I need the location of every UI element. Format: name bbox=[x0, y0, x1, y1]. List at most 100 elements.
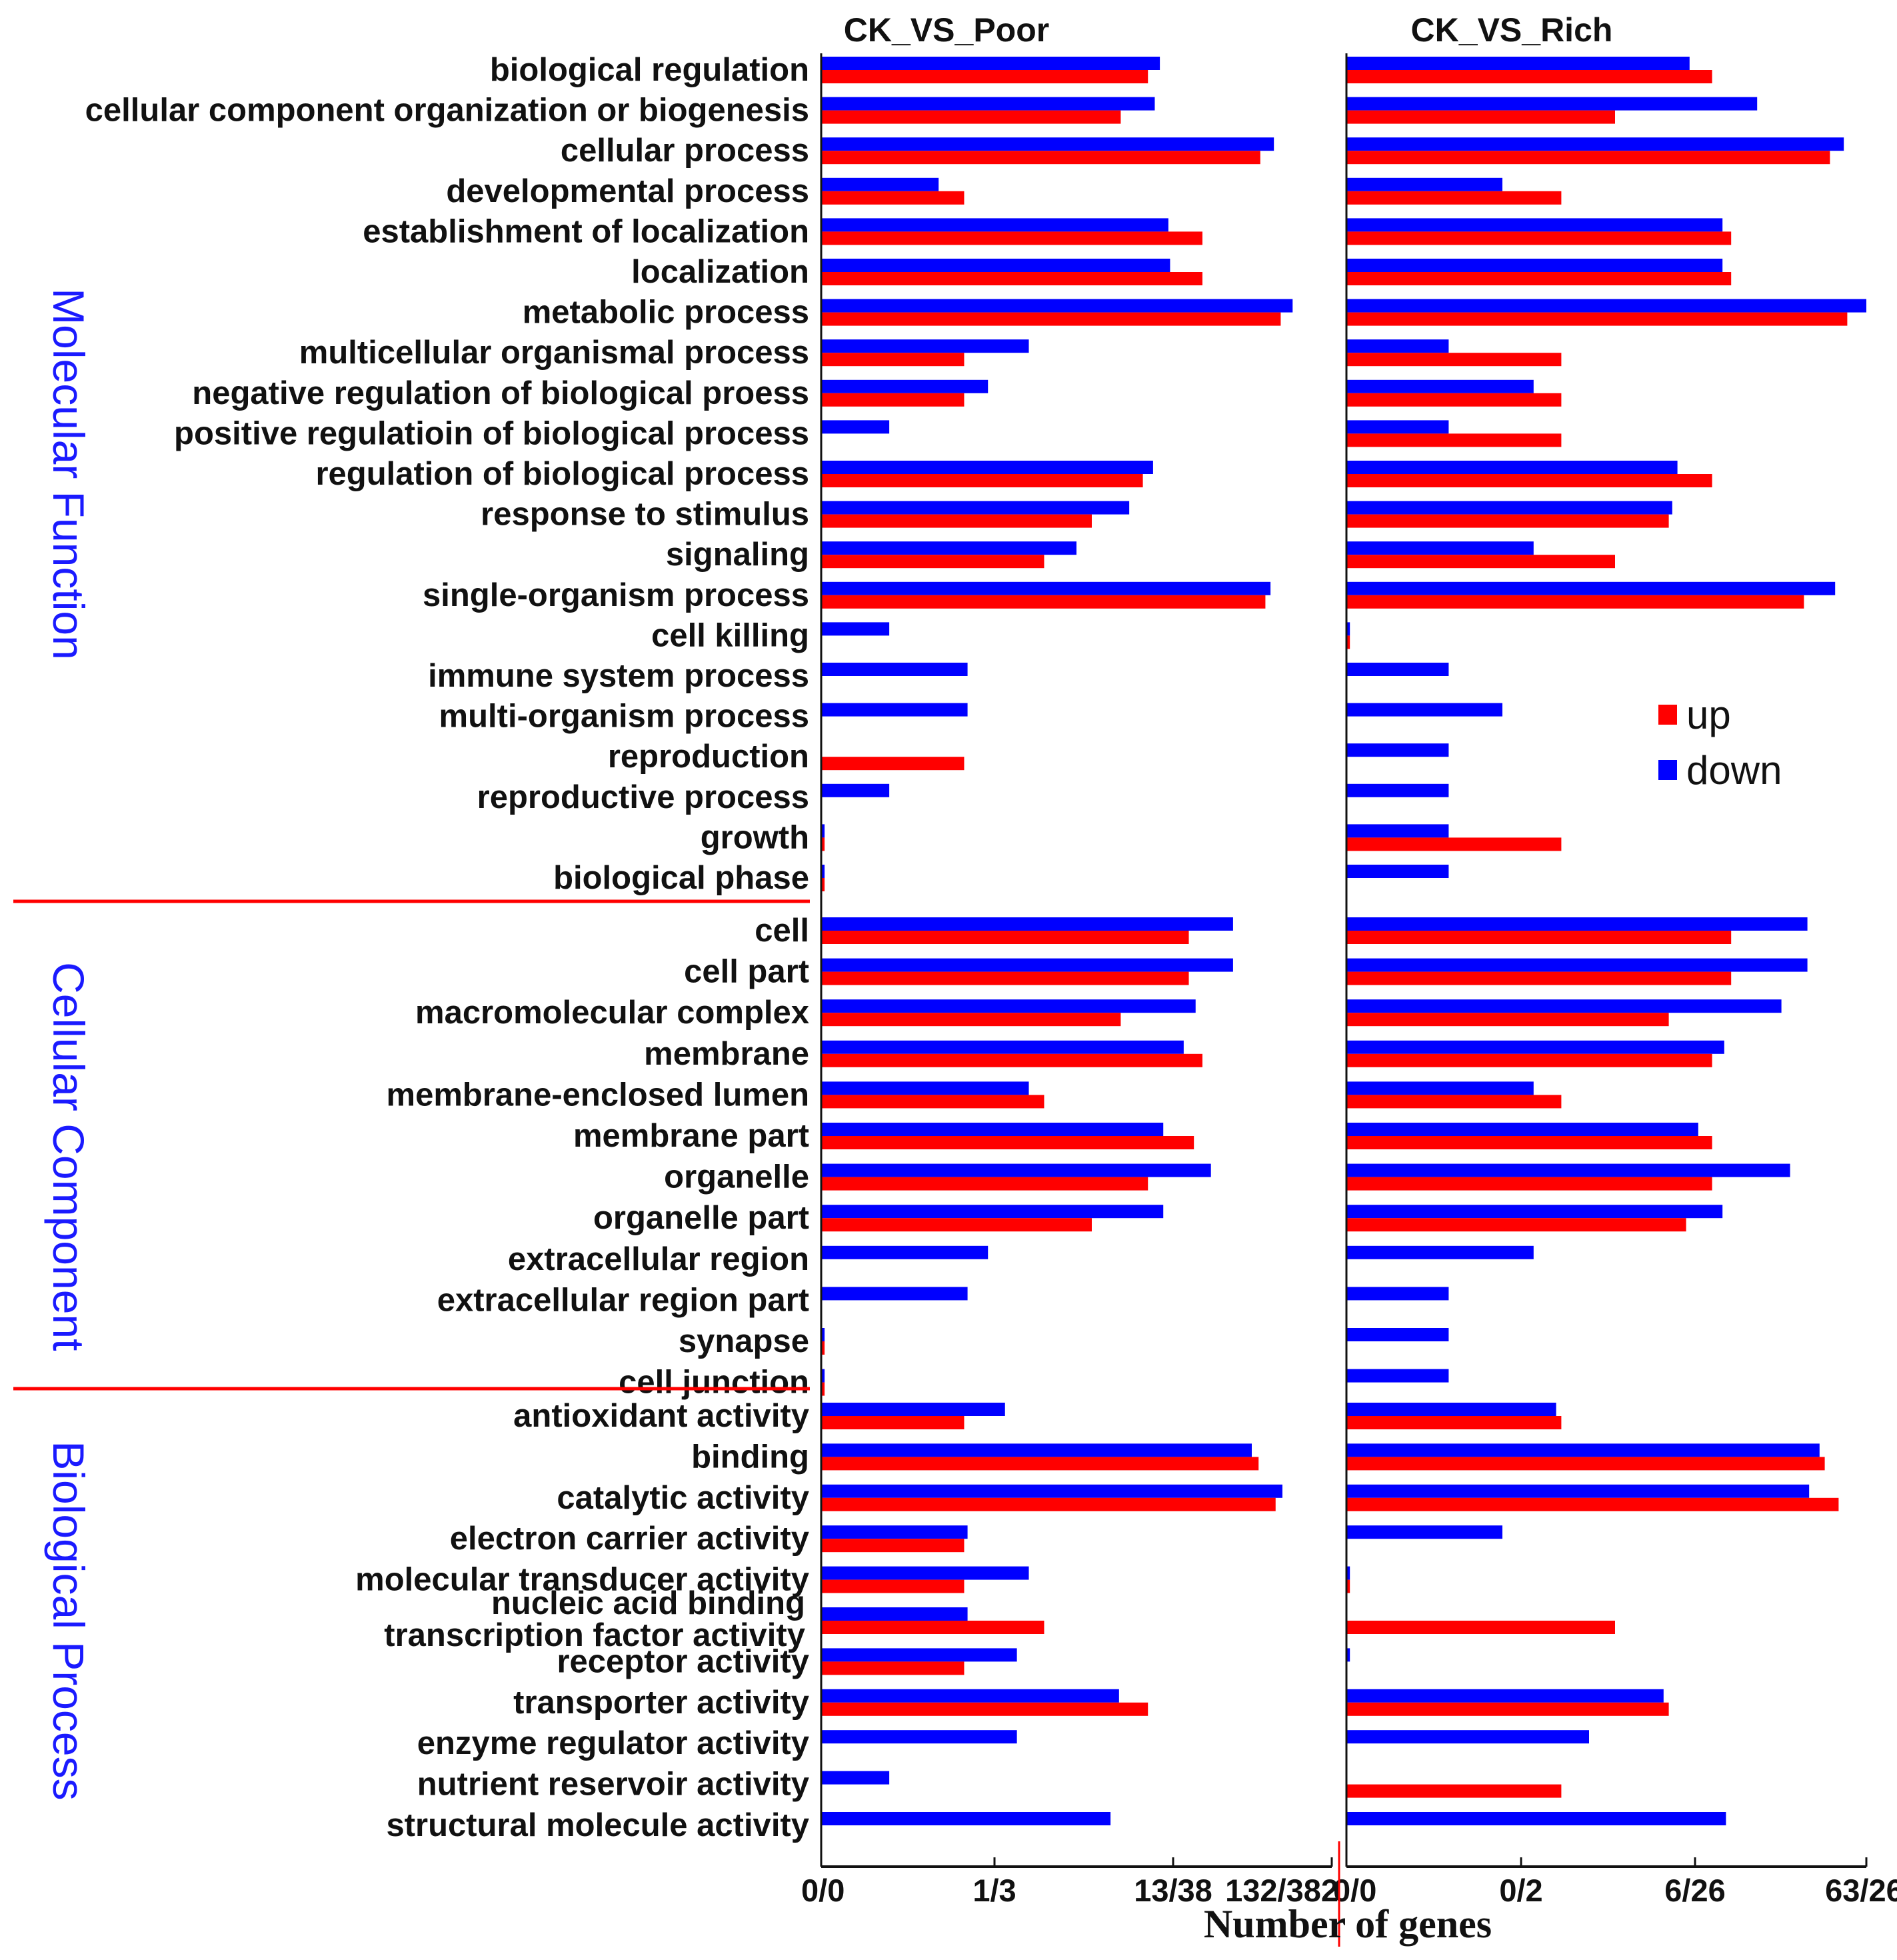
category-label: single-organism process bbox=[423, 577, 809, 613]
bar-up bbox=[1346, 555, 1615, 569]
x-tick-label: 6/26 bbox=[1664, 1873, 1725, 1908]
category-label: transporter activity bbox=[513, 1685, 809, 1721]
bar-up bbox=[1346, 353, 1562, 367]
category-label: membrane part bbox=[573, 1118, 809, 1154]
category-label: establishment of localization bbox=[363, 213, 809, 249]
category-label: nucleic acid binding bbox=[491, 1585, 805, 1621]
panel-title: CK_VS_Rich bbox=[1411, 11, 1613, 49]
bar-down bbox=[821, 1689, 1119, 1703]
group-label: Cellular Component bbox=[44, 962, 93, 1351]
bar-up bbox=[821, 1177, 1148, 1191]
bar-down bbox=[821, 137, 1274, 151]
category-label: cell part bbox=[684, 954, 809, 990]
bar-down bbox=[821, 917, 1233, 931]
bar-down bbox=[1346, 501, 1672, 515]
bar-up bbox=[1346, 1095, 1562, 1109]
bar-down bbox=[821, 1287, 968, 1301]
bar-down bbox=[821, 1812, 1111, 1825]
bar-up bbox=[1346, 1702, 1669, 1716]
category-label: transcription factor activity bbox=[384, 1617, 805, 1653]
category-label: synapse bbox=[679, 1323, 809, 1359]
x-tick-label: 1/3 bbox=[972, 1873, 1016, 1908]
bar-up bbox=[1346, 1013, 1669, 1027]
bar-up bbox=[1346, 1497, 1839, 1511]
group-label: Molecular Function bbox=[44, 288, 93, 660]
bar-up bbox=[821, 931, 1189, 944]
panel-ck-vs-poor: CK_VS_Poor 0/0 1/3 13/38 132/382 bbox=[801, 11, 1338, 1908]
bar-down bbox=[1346, 420, 1449, 434]
bar-up bbox=[821, 1136, 1194, 1149]
bar-up bbox=[821, 353, 964, 367]
bar-up bbox=[821, 231, 1202, 245]
bar-down bbox=[821, 999, 1196, 1013]
bar-up bbox=[821, 191, 964, 205]
bar-up bbox=[821, 312, 1281, 326]
category-label: receptor activity bbox=[557, 1643, 809, 1679]
bar-down bbox=[1346, 379, 1534, 393]
category-label: enzyme regulator activity bbox=[417, 1725, 809, 1761]
bar-down bbox=[1346, 865, 1449, 878]
bar-up bbox=[1346, 474, 1712, 487]
bar-down bbox=[821, 1205, 1164, 1219]
bar-up bbox=[1346, 514, 1669, 528]
bar-up bbox=[821, 1539, 964, 1553]
bar-down bbox=[821, 622, 890, 636]
bar-down bbox=[1346, 783, 1449, 797]
group-label: Biological Process bbox=[44, 1441, 93, 1800]
category-labels: biological regulation cellular component … bbox=[85, 52, 809, 1843]
bar-up bbox=[821, 1497, 1276, 1511]
bar-up bbox=[1346, 1579, 1350, 1593]
x-tick-label: 0/0 bbox=[1333, 1873, 1376, 1908]
bar-up bbox=[1346, 312, 1848, 326]
bar-down bbox=[821, 501, 1130, 515]
category-label: localization bbox=[631, 254, 809, 290]
category-label: structural molecule activity bbox=[386, 1807, 809, 1843]
bar-down bbox=[1346, 1689, 1664, 1703]
bar-down bbox=[821, 1081, 1029, 1095]
x-tick-label: 13/38 bbox=[1134, 1873, 1212, 1908]
category-label: regulation of biological process bbox=[315, 456, 809, 492]
bar-up bbox=[821, 1457, 1259, 1471]
bar-down bbox=[1346, 1484, 1810, 1498]
bar-down bbox=[1346, 663, 1449, 676]
bar-down bbox=[1346, 1328, 1449, 1341]
bar-down bbox=[1346, 1730, 1589, 1744]
group-labels: Molecular Function Cellular Component Biol… bbox=[13, 288, 810, 1801]
category-label: extracellular region part bbox=[437, 1282, 809, 1318]
bar-up bbox=[1346, 151, 1830, 165]
bar-up bbox=[821, 837, 825, 851]
bar-up bbox=[821, 1621, 1044, 1634]
category-label: growth bbox=[701, 819, 809, 855]
bar-down bbox=[1346, 299, 1866, 313]
bar-down bbox=[1346, 137, 1844, 151]
bar-up bbox=[821, 70, 1148, 83]
bar-up bbox=[821, 1579, 964, 1593]
bar-up bbox=[1346, 1177, 1712, 1191]
bar-down bbox=[1346, 1566, 1350, 1580]
bar-up bbox=[821, 1341, 825, 1355]
bar-down bbox=[821, 1484, 1282, 1498]
bar-up bbox=[821, 1218, 1092, 1232]
category-label: immune system process bbox=[428, 658, 809, 694]
bar-down bbox=[1346, 1245, 1534, 1259]
bar-up bbox=[821, 514, 1092, 528]
bar-down bbox=[821, 57, 1160, 70]
bar-down bbox=[1346, 57, 1690, 70]
bar-up bbox=[1346, 971, 1732, 985]
bar-up bbox=[1346, 1784, 1562, 1798]
category-label: electron carrier activity bbox=[450, 1521, 809, 1557]
bar-up bbox=[1346, 1457, 1825, 1471]
category-label: reproductive process bbox=[477, 779, 809, 815]
bar-down bbox=[821, 1730, 1017, 1744]
category-label: reproduction bbox=[608, 739, 809, 775]
bar-down bbox=[1346, 824, 1449, 838]
bar-down bbox=[821, 299, 1293, 313]
bar-up bbox=[1346, 70, 1712, 83]
bar-up bbox=[1346, 1416, 1562, 1429]
bar-up bbox=[1346, 1053, 1712, 1067]
bar-down bbox=[821, 1328, 825, 1341]
bar-up bbox=[821, 1095, 1044, 1109]
bar-up bbox=[821, 878, 825, 891]
category-label: cellular component organization or bioge… bbox=[85, 93, 809, 129]
bar-down bbox=[1346, 703, 1502, 717]
